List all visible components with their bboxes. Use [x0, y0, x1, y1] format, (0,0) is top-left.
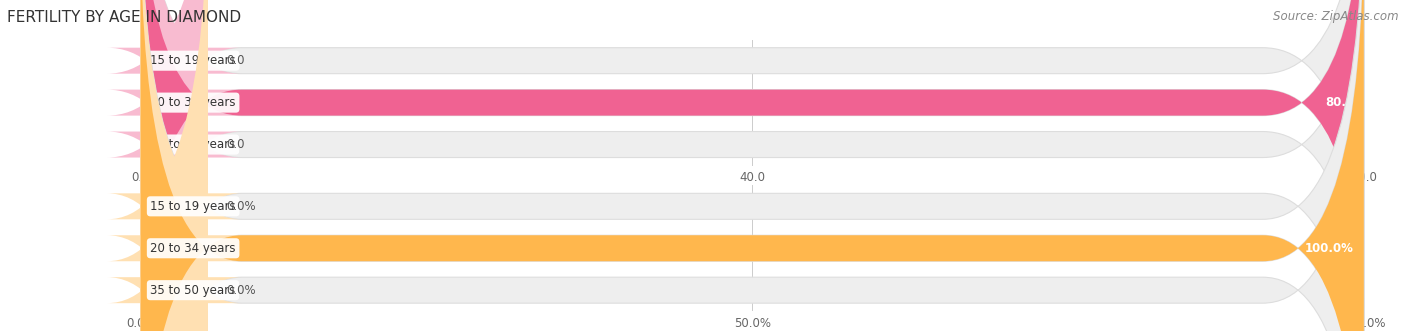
FancyBboxPatch shape [107, 0, 242, 325]
Text: 20 to 34 years: 20 to 34 years [150, 96, 236, 109]
Text: 15 to 19 years: 15 to 19 years [150, 54, 236, 67]
FancyBboxPatch shape [141, 0, 1364, 331]
Text: 0.0%: 0.0% [226, 284, 256, 297]
FancyBboxPatch shape [107, 0, 242, 331]
Text: FERTILITY BY AGE IN DIAMOND: FERTILITY BY AGE IN DIAMOND [7, 10, 242, 25]
FancyBboxPatch shape [107, 0, 242, 331]
Text: Source: ZipAtlas.com: Source: ZipAtlas.com [1274, 10, 1399, 23]
FancyBboxPatch shape [141, 0, 1364, 331]
FancyBboxPatch shape [141, 0, 1364, 331]
Text: 0.0%: 0.0% [226, 200, 256, 213]
Text: 20 to 34 years: 20 to 34 years [150, 242, 236, 255]
FancyBboxPatch shape [107, 0, 242, 331]
Text: 35 to 50 years: 35 to 50 years [150, 138, 236, 151]
Text: 0.0: 0.0 [226, 54, 245, 67]
Text: 80.0: 80.0 [1324, 96, 1354, 109]
FancyBboxPatch shape [141, 0, 1364, 331]
FancyBboxPatch shape [107, 0, 242, 331]
FancyBboxPatch shape [141, 0, 1364, 331]
Text: 35 to 50 years: 35 to 50 years [150, 284, 236, 297]
Text: 15 to 19 years: 15 to 19 years [150, 200, 236, 213]
FancyBboxPatch shape [107, 0, 242, 331]
Text: 100.0%: 100.0% [1305, 242, 1354, 255]
FancyBboxPatch shape [141, 0, 1364, 331]
FancyBboxPatch shape [141, 0, 1364, 331]
Text: 0.0: 0.0 [226, 138, 245, 151]
FancyBboxPatch shape [141, 0, 1364, 325]
